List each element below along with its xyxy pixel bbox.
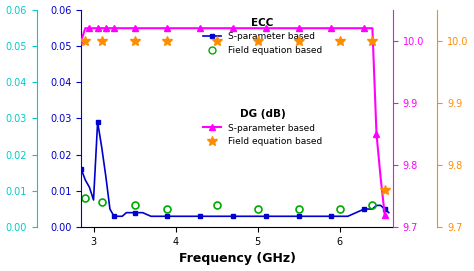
X-axis label: Frequency (GHz): Frequency (GHz) (179, 253, 296, 265)
Legend: S-parameter based, Field equation based: S-parameter based, Field equation based (199, 105, 326, 150)
